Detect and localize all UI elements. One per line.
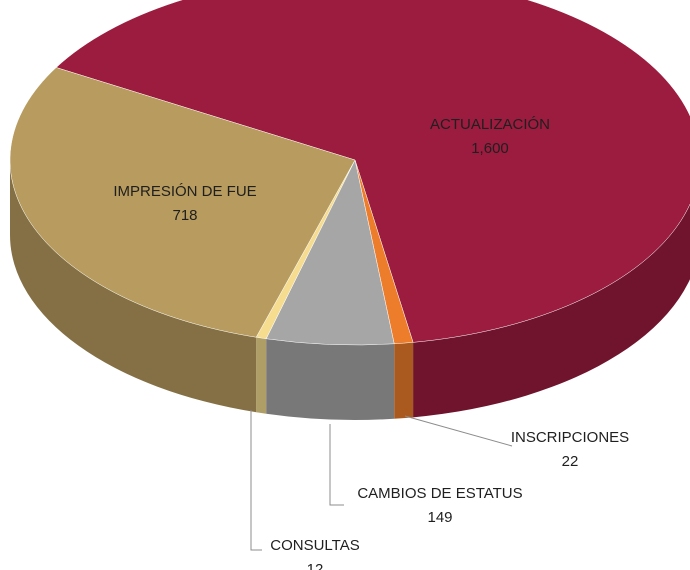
labels: ACTUALIZACIÓN 1,600 INSCRIPCIONES 22 CAMBIOS… bbox=[113, 116, 629, 570]
slice-label: CAMBIOS DE ESTATUS bbox=[357, 485, 522, 502]
leader-line bbox=[329, 424, 344, 506]
leader-line bbox=[250, 410, 262, 551]
slice-side bbox=[10, 160, 257, 413]
slice-label: INSCRIPCIONES bbox=[511, 429, 629, 446]
pie-sides bbox=[10, 160, 690, 420]
slice-label: CONSULTAS bbox=[270, 537, 359, 554]
slice-value: 22 bbox=[562, 453, 579, 470]
slice-side bbox=[256, 337, 267, 414]
leader-lines bbox=[250, 410, 513, 551]
slice-value: 149 bbox=[427, 509, 452, 526]
pie-tops bbox=[9, 0, 690, 346]
slice-value: 12 bbox=[307, 561, 324, 570]
leader-line bbox=[404, 415, 513, 447]
slice bbox=[9, 67, 356, 338]
slice-side bbox=[413, 204, 690, 418]
slice-value: 1,600 bbox=[471, 140, 509, 157]
slice-label: IMPRESIÓN DE FUE bbox=[113, 183, 256, 200]
slice-side bbox=[266, 338, 395, 420]
slice bbox=[265, 159, 395, 346]
slice-label: ACTUALIZACIÓN bbox=[430, 116, 550, 133]
slice bbox=[55, 0, 690, 343]
slice-side bbox=[394, 342, 414, 419]
slice-value: 718 bbox=[172, 207, 197, 224]
